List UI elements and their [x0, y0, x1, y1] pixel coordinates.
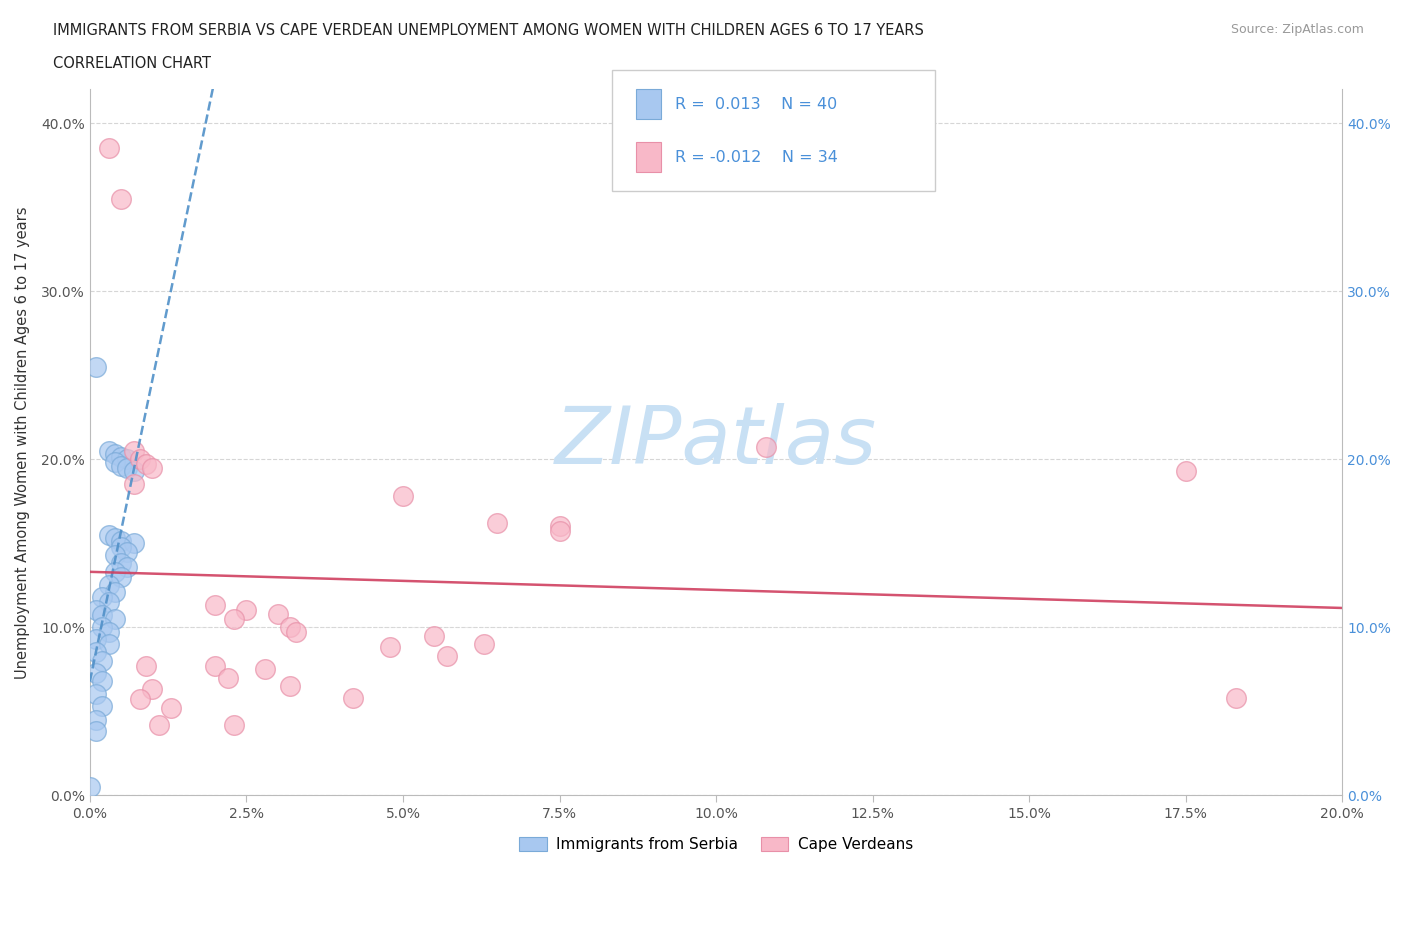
Point	[84, 631, 107, 646]
Text: IMMIGRANTS FROM SERBIA VS CAPE VERDEAN UNEMPLOYMENT AMONG WOMEN WITH CHILDREN AG: IMMIGRANTS FROM SERBIA VS CAPE VERDEAN U…	[53, 23, 924, 38]
Point	[423, 628, 446, 643]
Point	[235, 603, 257, 618]
Point	[204, 598, 226, 613]
Point	[117, 559, 139, 574]
Point	[104, 455, 127, 470]
Point	[135, 658, 157, 673]
Point	[91, 608, 114, 623]
Point	[110, 534, 132, 549]
Point	[110, 569, 132, 584]
Point	[97, 636, 120, 651]
Point	[97, 594, 120, 609]
Point	[267, 606, 290, 621]
Point	[104, 584, 127, 599]
Point	[222, 717, 245, 732]
Point	[436, 648, 458, 663]
Point	[104, 565, 127, 579]
Point	[110, 539, 132, 554]
Point	[135, 457, 157, 472]
Text: CORRELATION CHART: CORRELATION CHART	[53, 56, 211, 71]
Point	[755, 440, 778, 455]
Point	[104, 548, 127, 563]
Point	[278, 679, 301, 694]
Point	[91, 590, 114, 604]
Point	[1225, 690, 1247, 705]
Point	[79, 779, 101, 794]
Point	[84, 359, 107, 374]
Point	[204, 658, 226, 673]
Y-axis label: Unemployment Among Women with Children Ages 6 to 17 years: Unemployment Among Women with Children A…	[15, 206, 30, 679]
Point	[148, 717, 170, 732]
Point	[122, 536, 145, 551]
Point	[1174, 463, 1197, 478]
Text: R =  0.013    N = 40: R = 0.013 N = 40	[675, 97, 837, 112]
Text: R = -0.012    N = 34: R = -0.012 N = 34	[675, 150, 838, 165]
Point	[141, 682, 163, 697]
Point	[84, 665, 107, 680]
Point	[84, 603, 107, 618]
Point	[84, 712, 107, 727]
Point	[91, 673, 114, 688]
Point	[160, 700, 183, 715]
Point	[117, 544, 139, 559]
Point	[122, 463, 145, 478]
Point	[110, 192, 132, 206]
Point	[122, 477, 145, 492]
Point	[472, 636, 495, 651]
Point	[84, 687, 107, 702]
Point	[129, 452, 152, 467]
Point	[485, 515, 508, 530]
Point	[84, 644, 107, 659]
Point	[285, 625, 308, 640]
Point	[392, 488, 415, 503]
Point	[129, 692, 152, 707]
Point	[110, 450, 132, 465]
Point	[110, 556, 132, 571]
Point	[254, 662, 277, 677]
Point	[342, 690, 364, 705]
Point	[97, 578, 120, 592]
Point	[122, 444, 145, 458]
Point	[97, 527, 120, 542]
Point	[84, 724, 107, 738]
Point	[104, 531, 127, 546]
Point	[97, 444, 120, 458]
Point	[278, 619, 301, 634]
Text: ZIPatlas: ZIPatlas	[555, 404, 877, 482]
Point	[91, 654, 114, 669]
Point	[217, 671, 239, 685]
Point	[91, 698, 114, 713]
Point	[91, 619, 114, 634]
Point	[222, 611, 245, 626]
Point	[117, 452, 139, 467]
Point	[110, 458, 132, 473]
Point	[141, 460, 163, 475]
Point	[548, 524, 571, 538]
Point	[104, 446, 127, 461]
Point	[104, 611, 127, 626]
Point	[97, 140, 120, 155]
Legend: Immigrants from Serbia, Cape Verdeans: Immigrants from Serbia, Cape Verdeans	[513, 830, 920, 858]
Point	[117, 460, 139, 475]
Point	[380, 640, 402, 655]
Text: Source: ZipAtlas.com: Source: ZipAtlas.com	[1230, 23, 1364, 36]
Point	[548, 519, 571, 534]
Point	[97, 625, 120, 640]
